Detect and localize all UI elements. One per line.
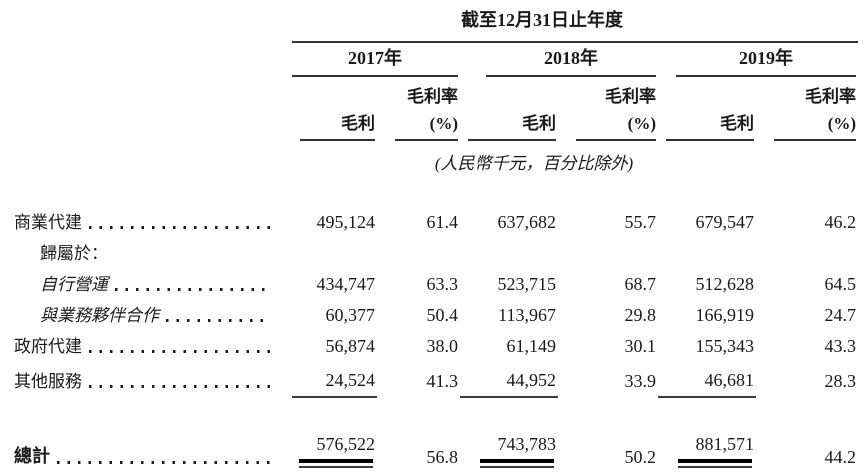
percent-header-2019: (%): [774, 114, 857, 141]
margin-header-2017: 毛利率: [407, 87, 458, 106]
value-cell: 44,952: [460, 360, 558, 398]
table-row-business-partners: 與業務夥伴合作 60,377 50.4 113,967 29.8 166,919…: [14, 298, 858, 329]
unit-note: (人民幣千元，百分比除外): [434, 153, 634, 173]
dot-leader: [89, 226, 270, 229]
header-years-row: 2017年 2018年 2019年: [14, 42, 858, 77]
row-label: 自行營運: [40, 275, 108, 294]
value-cell: 46,681: [658, 360, 756, 398]
value-cell: 43.3: [824, 336, 857, 356]
value-cell: 637,682: [497, 212, 557, 232]
value-cell: 434,747: [316, 274, 376, 294]
value-cell: [292, 236, 377, 267]
value-cell: 46.2: [824, 212, 857, 232]
table-row-commercial: 商業代建 495,124 61.4 637,682 55.7 679,547 4…: [14, 205, 858, 236]
total-label: 總計: [14, 446, 50, 466]
table-row-total: 總計 576,522 56.8 743,783 50.2 881,571 44.…: [14, 422, 858, 468]
profit-header-2017: 毛利: [300, 109, 375, 141]
total-value-cell: 576,522: [316, 434, 376, 454]
dot-leader: [89, 385, 270, 388]
margin-header-2018: 毛利率: [605, 87, 656, 106]
total-value-cell: 56.8: [426, 447, 459, 467]
value-cell: [756, 236, 858, 267]
dot-leader: [166, 319, 270, 322]
header-period-row: 截至12月31日止年度: [14, 6, 859, 43]
value-cell: 33.9: [624, 371, 657, 391]
value-cell: 50.4: [426, 305, 459, 325]
spacer-row: [14, 397, 858, 422]
double-rule: [299, 459, 373, 468]
table-row-government: 政府代建 56,874 38.0 61,149 30.1 155,343 43.…: [14, 329, 858, 360]
value-cell: 679,547: [695, 212, 755, 232]
value-cell: [658, 236, 756, 267]
value-cell: 24.7: [824, 305, 857, 325]
double-rule: [480, 459, 554, 468]
profit-header-2019: 毛利: [666, 109, 754, 141]
value-cell: 64.5: [824, 274, 857, 294]
total-value-cell: 50.2: [624, 447, 657, 467]
row-label: 政府代建: [14, 337, 82, 356]
row-label: 商業代建: [14, 213, 82, 232]
table-row-attributable: 歸屬於：: [14, 236, 858, 267]
value-cell: 68.7: [624, 274, 657, 294]
value-cell: 113,967: [498, 305, 556, 325]
value-cell: 63.3: [426, 274, 459, 294]
row-label: 歸屬於：: [40, 244, 108, 263]
row-label: 與業務夥伴合作: [40, 306, 159, 325]
value-cell: [460, 236, 558, 267]
percent-header-2018: (%): [576, 114, 656, 141]
value-cell: 28.3: [824, 371, 857, 391]
year-header-2017: 2017年: [292, 44, 458, 77]
value-cell: 41.3: [426, 371, 459, 391]
table-row-self-operated: 自行營運 434,747 63.3 523,715 68.7 512,628 6…: [14, 267, 858, 298]
table-row-other-services: 其他服務 24,524 41.3 44,952 33.9 46,681 28.3: [14, 360, 858, 398]
double-rule: [678, 459, 752, 468]
spacer-row: [14, 181, 858, 205]
total-value-cell: 44.2: [824, 447, 857, 467]
margin-header-2019: 毛利率: [805, 87, 857, 106]
value-cell: 61,149: [506, 336, 557, 356]
gross-profit-table: 截至12月31日止年度 2017年 2018年 2019年 毛利率 毛利率 毛利…: [14, 6, 859, 468]
value-cell: 29.8: [624, 305, 657, 325]
value-cell: 60,377: [325, 305, 376, 325]
unit-note-row: (人民幣千元，百分比除外): [14, 141, 858, 181]
header-sub-row: 毛利 (%) 毛利 (%) 毛利 (%): [14, 107, 858, 141]
total-value-cell: 881,571: [695, 434, 755, 454]
value-cell: [558, 236, 658, 267]
profit-header-2018: 毛利: [468, 109, 556, 141]
dot-leader: [115, 288, 270, 291]
period-title: 截至12月31日止年度: [461, 10, 624, 30]
value-cell: 55.7: [624, 212, 657, 232]
dot-leader: [89, 350, 270, 353]
period-title-cell: 截至12月31日止年度: [292, 6, 859, 43]
value-cell: 166,919: [695, 305, 755, 325]
total-value-cell: 743,783: [497, 434, 557, 454]
value-cell: 38.0: [426, 336, 459, 356]
value-cell: 155,343: [695, 336, 755, 356]
header-margin-row: 毛利率 毛利率 毛利率: [14, 77, 858, 107]
value-cell: 30.1: [624, 336, 657, 356]
value-cell: 495,124: [316, 212, 376, 232]
value-cell: 56,874: [325, 336, 376, 356]
dot-leader: [57, 461, 270, 464]
value-cell: 24,524: [292, 360, 377, 398]
value-cell: 523,715: [497, 274, 557, 294]
row-label: 其他服務: [14, 372, 82, 391]
value-cell: 61.4: [426, 212, 459, 232]
value-cell: [377, 236, 460, 267]
year-header-2018: 2018年: [486, 44, 656, 77]
year-header-2019: 2019年: [676, 44, 857, 77]
value-cell: 512,628: [695, 274, 755, 294]
percent-header-2017: (%): [395, 114, 458, 141]
